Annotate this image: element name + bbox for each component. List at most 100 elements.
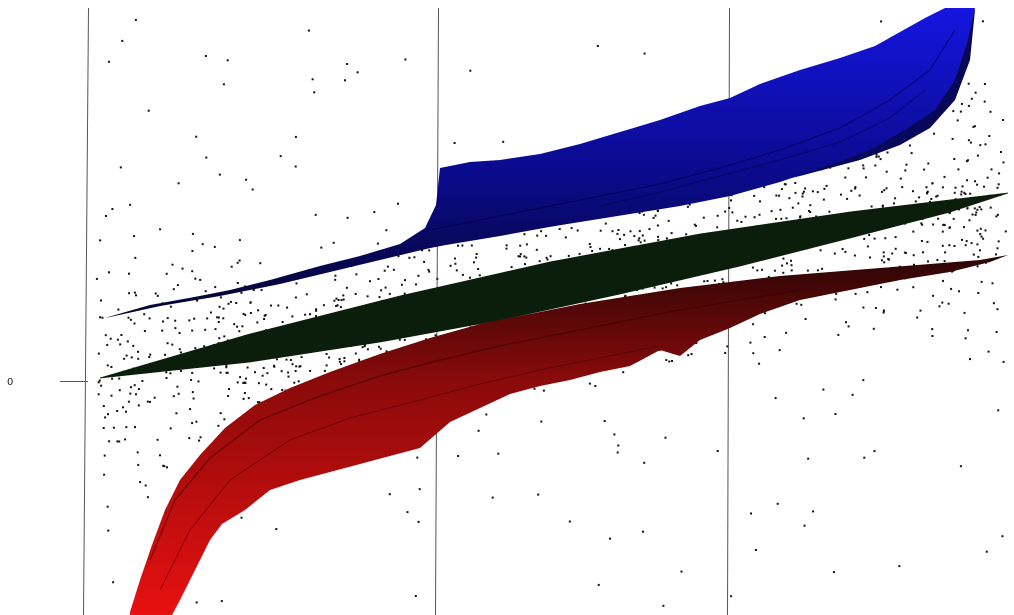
scatter-point — [457, 455, 460, 457]
scatter-point — [665, 237, 668, 240]
scatter-point — [469, 69, 472, 72]
scatter-point — [133, 291, 136, 294]
scatter-point — [225, 364, 228, 367]
scatter-point — [974, 91, 977, 94]
scatter-point — [454, 257, 456, 260]
scatter-point — [936, 194, 939, 197]
scatter-point — [542, 389, 545, 392]
scatter-point — [960, 190, 963, 193]
scatter-point — [388, 493, 391, 496]
scatter-point — [383, 269, 386, 272]
scatter-point — [377, 278, 380, 280]
scatter-point — [354, 352, 357, 355]
scatter-point — [256, 321, 259, 324]
scatter-point — [225, 366, 228, 369]
scatter-point — [591, 250, 594, 252]
scatter-point — [191, 329, 194, 332]
scatter-point — [599, 229, 602, 232]
scatter-point — [191, 250, 194, 253]
scatter-point — [758, 362, 761, 365]
scatter-point — [100, 299, 102, 302]
scatter-point — [175, 412, 178, 415]
scatter-point — [457, 244, 459, 247]
scatter-point — [899, 177, 902, 180]
scatter-point — [938, 305, 941, 308]
scatter-point — [837, 333, 840, 336]
scatter-point — [966, 179, 968, 182]
scatter-point — [680, 570, 683, 573]
scatter-point — [129, 203, 132, 206]
scatter-point — [428, 270, 431, 273]
scatter-point — [177, 182, 180, 185]
scatter-point — [879, 158, 882, 161]
scatter-point — [893, 202, 895, 205]
scatter-point — [970, 97, 973, 100]
scatter-point — [388, 292, 391, 295]
scatter-point — [932, 294, 935, 297]
scatter-point — [901, 186, 904, 189]
scatter-point — [841, 248, 844, 250]
scatter-point — [434, 334, 437, 337]
scatter-point — [260, 289, 263, 292]
scatter-point — [222, 307, 225, 310]
scatter-point — [656, 224, 659, 227]
scatter-point — [338, 360, 341, 363]
scatter-point — [281, 389, 284, 391]
scatter-point — [980, 208, 983, 211]
scatter-point — [355, 273, 358, 276]
scatter-point — [385, 350, 388, 353]
scatter-point — [948, 211, 951, 214]
scatter-point — [722, 281, 725, 284]
scatter-point — [378, 345, 380, 348]
scatter-point — [242, 397, 245, 400]
scatter-point — [981, 20, 984, 23]
scatter-point — [127, 400, 130, 403]
scatter-point — [724, 351, 727, 354]
scatter-point — [790, 264, 793, 267]
scatter-point — [335, 297, 338, 300]
scatter-point — [862, 164, 865, 167]
scatter-point — [397, 202, 399, 205]
scatter-point — [106, 343, 109, 346]
scatter-point — [254, 371, 256, 374]
scatter-point — [736, 219, 739, 222]
scatter-point — [967, 82, 970, 85]
scatter-point — [599, 247, 602, 250]
scatter-point — [685, 233, 688, 236]
scatter-point — [361, 346, 364, 349]
scatter-point — [264, 314, 267, 316]
scatter-point — [176, 385, 179, 388]
scatter-point — [340, 299, 343, 302]
scatter-point — [475, 253, 478, 255]
scatter-point — [244, 313, 247, 316]
scatter-point — [822, 198, 825, 201]
scatter-point — [120, 334, 123, 336]
scatter-point — [809, 211, 812, 214]
scatter-point — [821, 267, 824, 270]
scatter-point — [927, 260, 929, 263]
scatter-point — [223, 418, 226, 421]
scatter-point — [218, 337, 221, 340]
scatter-point — [668, 360, 671, 363]
scatter-point — [858, 194, 861, 197]
scatter-point — [808, 210, 810, 212]
scatter-point — [122, 406, 124, 409]
scatter-point — [238, 330, 241, 333]
scatter-point — [880, 259, 883, 262]
scatter-point — [926, 240, 929, 243]
scatter-point — [193, 317, 196, 320]
scatter-point — [111, 208, 114, 210]
scatter-point — [130, 386, 132, 389]
lower-band-top — [130, 255, 1008, 615]
scatter-point — [959, 465, 962, 468]
scatter-point — [251, 188, 254, 191]
scatter-point — [964, 244, 967, 247]
scatter-point — [883, 261, 886, 264]
scatter-point — [754, 549, 757, 551]
scatter-point — [882, 311, 885, 314]
scatter-point — [121, 39, 124, 42]
scatter-point — [153, 396, 156, 399]
scatter-point — [340, 363, 343, 366]
scatter-point — [997, 409, 1000, 412]
scatter-point — [753, 216, 756, 219]
